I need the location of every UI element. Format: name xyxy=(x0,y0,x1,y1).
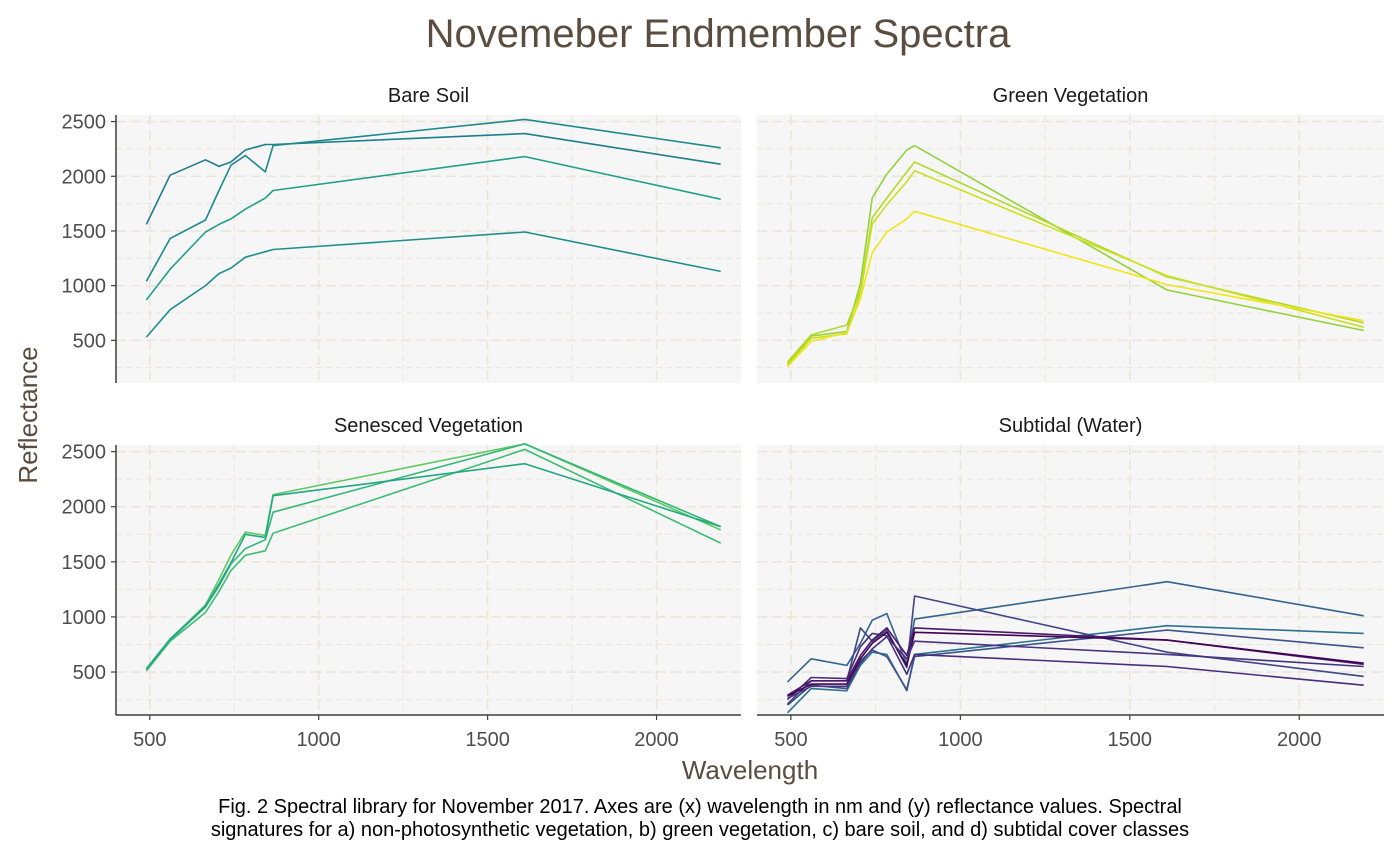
caption-line-2: signatures for a) non-photosynthetic veg… xyxy=(210,819,1190,841)
panel-senesced-vegetation: Senesced Vegetation 500 1000 1500 2000 2500 50… xyxy=(62,415,741,751)
series-line-1 xyxy=(786,144,1364,365)
panel-background xyxy=(116,115,741,383)
y-tick-label: 500 xyxy=(73,330,106,352)
x-tick-label: 1500 xyxy=(1108,729,1153,751)
panel-green-vegetation: Green Vegetation xyxy=(757,85,1384,383)
panel-subtidal-water: Subtidal (Water) 500 1000 1500 2000 xyxy=(757,415,1384,751)
series-line-4 xyxy=(786,210,1364,368)
series-line-4 xyxy=(145,231,721,338)
x-tick-label: 500 xyxy=(133,729,166,751)
panel-background xyxy=(116,445,741,715)
x-tick-label: 1500 xyxy=(465,729,510,751)
y-tick-label: 2000 xyxy=(62,166,107,188)
y-tick-label: 2500 xyxy=(62,442,107,464)
panel-strip-label: Green Vegetation xyxy=(993,85,1149,107)
series-line-6 xyxy=(787,627,1364,696)
series-line-4 xyxy=(145,462,721,670)
figure-caption: Fig. 2 Spectral library for November 201… xyxy=(0,796,1400,842)
y-tick-label: 2500 xyxy=(62,112,107,134)
y-axis-label: Reflectance xyxy=(13,346,43,483)
panel-strip-label: Senesced Vegetation xyxy=(334,415,523,437)
series-line-8 xyxy=(787,635,1364,700)
series-line-3 xyxy=(145,155,721,301)
panel-strip-label: Bare Soil xyxy=(388,85,469,107)
series-line-1 xyxy=(145,132,721,225)
panel-bare-soil: Bare Soil 500 1000 1500 2000 2500 xyxy=(62,85,741,383)
facet-panels: Bare Soil 500 1000 1500 2000 2500 Green Vegeta… xyxy=(62,85,1384,751)
series-line-2 xyxy=(786,161,1364,363)
x-tick-label: 1000 xyxy=(296,729,341,751)
panel-background xyxy=(757,115,1384,383)
series-line-1 xyxy=(786,580,1364,683)
x-tick-label: 2000 xyxy=(1277,729,1322,751)
x-tick-label: 2000 xyxy=(634,729,679,751)
series-line-3 xyxy=(145,443,722,670)
panel-strip-label: Subtidal (Water) xyxy=(999,415,1143,437)
spectra-chart: Novemeber Endmember Spectra Reflectance … xyxy=(13,12,1384,785)
series-line-3 xyxy=(786,170,1364,367)
panel-background xyxy=(757,445,1384,715)
y-tick-label: 500 xyxy=(73,662,106,684)
y-tick-label: 1000 xyxy=(62,276,107,298)
y-tick-label: 1500 xyxy=(62,552,107,574)
x-tick-label: 500 xyxy=(774,729,807,751)
x-axis-label: Wavelength xyxy=(682,755,818,785)
series-line-2 xyxy=(145,448,722,672)
y-tick-label: 2000 xyxy=(62,497,107,519)
caption-line-1: Fig. 2 Spectral library for November 201… xyxy=(218,796,1182,818)
chart-title: Novemeber Endmember Spectra xyxy=(426,12,1011,56)
y-tick-label: 1000 xyxy=(62,607,107,629)
y-tick-label: 1500 xyxy=(62,221,107,243)
x-tick-label: 1000 xyxy=(938,729,983,751)
series-line-7 xyxy=(787,631,1364,698)
series-line-2 xyxy=(145,118,721,282)
